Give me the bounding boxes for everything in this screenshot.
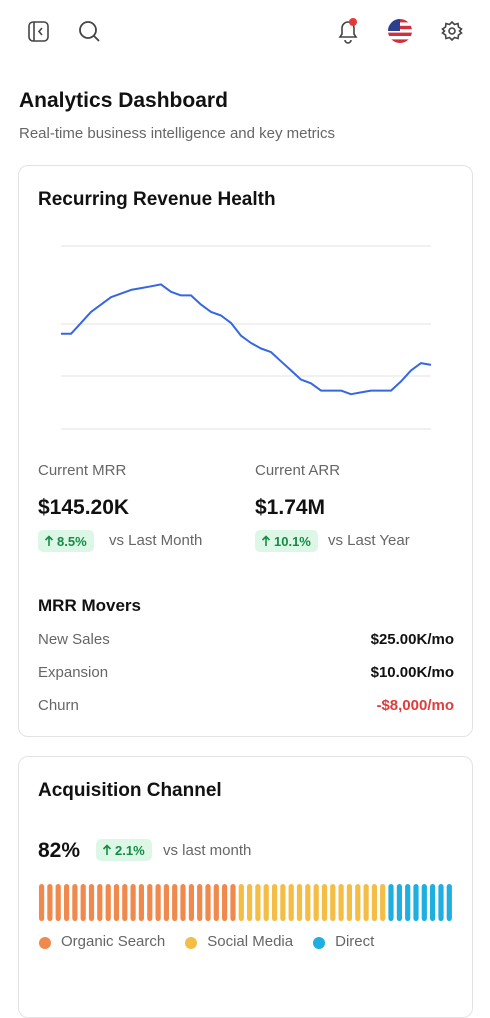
line-chart <box>61 245 432 430</box>
metric-value: $145.20K <box>38 496 130 519</box>
section-title: MRR Movers <box>38 596 141 615</box>
toolbar <box>28 18 463 44</box>
headline-value: 82% <box>38 839 81 862</box>
settings-button[interactable] <box>441 20 463 42</box>
metric-value: $1.74M <box>255 496 326 519</box>
comparison: vs Last Month <box>109 532 203 549</box>
row-label: New Sales <box>38 631 110 648</box>
change-badge: 8.5% <box>38 530 94 552</box>
row-label: Expansion <box>38 664 109 681</box>
metric-label: Current ARR <box>255 462 341 479</box>
row-value: -$8,000/mo <box>376 697 454 714</box>
legend-dot <box>185 937 198 949</box>
page-title: Analytics Dashboard <box>19 89 228 112</box>
card-title: Acquisition Channel <box>38 780 222 801</box>
legend: Organic Search Social Media Direct <box>19 933 472 957</box>
change-badge: 10.1% <box>255 530 318 552</box>
legend-label: Social Media <box>207 933 294 950</box>
metric-label: Current MRR <box>38 462 127 479</box>
up-arrow <box>261 535 271 546</box>
acquisition-card: Acquisition Channel 82% 2.1% vs last mon… <box>18 756 473 1018</box>
segmented-bar <box>39 884 452 921</box>
legend-label: Direct <box>335 933 375 950</box>
revenue-card: Recurring Revenue Health Current MRR $14… <box>18 165 473 737</box>
channel-segments <box>388 884 452 921</box>
page: Analytics Dashboard Real-time business i… <box>18 18 473 1018</box>
search-button[interactable] <box>79 21 100 42</box>
grid <box>61 245 431 430</box>
channel-segments <box>238 884 386 921</box>
legend-dot <box>39 937 51 949</box>
row-value: $25.00K/mo <box>370 631 454 648</box>
sidebar-toggle[interactable] <box>28 21 49 42</box>
change-value: 10.1% <box>274 533 311 549</box>
language-flag[interactable] <box>388 19 412 43</box>
row-value: $10.00K/mo <box>370 664 454 681</box>
revenue-line <box>61 283 432 396</box>
comparison: vs last month <box>163 842 252 859</box>
up-arrow <box>102 844 112 855</box>
change-value: 8.5% <box>57 533 87 549</box>
comparison: vs Last Year <box>328 532 410 549</box>
row-label: Churn <box>38 697 79 714</box>
change-badge: 2.1% <box>96 839 152 861</box>
card-title: Recurring Revenue Health <box>38 189 276 210</box>
legend-dot <box>313 937 326 949</box>
page-subtitle: Real-time business intelligence and key … <box>19 125 335 142</box>
legend-label: Organic Search <box>61 933 166 950</box>
up-arrow <box>44 535 54 546</box>
channel-segments <box>39 884 236 921</box>
notifications-button[interactable] <box>338 18 358 44</box>
change-value: 2.1% <box>115 842 145 858</box>
